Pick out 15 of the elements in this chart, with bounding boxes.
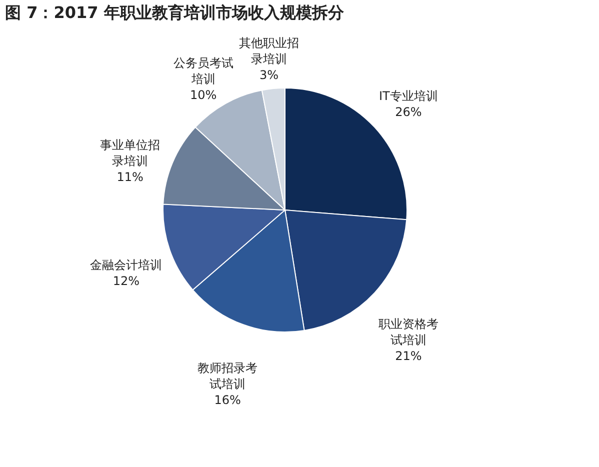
slice-label: 金融会计培训 bbox=[90, 258, 162, 272]
slice-label: 事业单位招录培训 bbox=[100, 138, 160, 168]
slice-label: 公务员考试培训 bbox=[173, 56, 234, 86]
data-label: 12% bbox=[112, 274, 140, 288]
slice-label: 教师招录考试培训 bbox=[198, 360, 258, 391]
data-label: 21% bbox=[395, 348, 422, 363]
data-label: 10% bbox=[190, 88, 217, 102]
data-label: 26% bbox=[395, 105, 422, 120]
slice-label: 职业资格考试培训 bbox=[378, 316, 438, 347]
chart-title: 图 7：2017 年职业教育培训市场收入规模拆分 bbox=[5, 3, 345, 22]
slice-label: 其他职业招录培训 bbox=[239, 36, 300, 66]
data-label: 11% bbox=[116, 170, 144, 184]
slice-label: IT专业培训 bbox=[378, 89, 438, 104]
data-label: 16% bbox=[214, 392, 241, 407]
data-label: 3% bbox=[260, 68, 279, 82]
